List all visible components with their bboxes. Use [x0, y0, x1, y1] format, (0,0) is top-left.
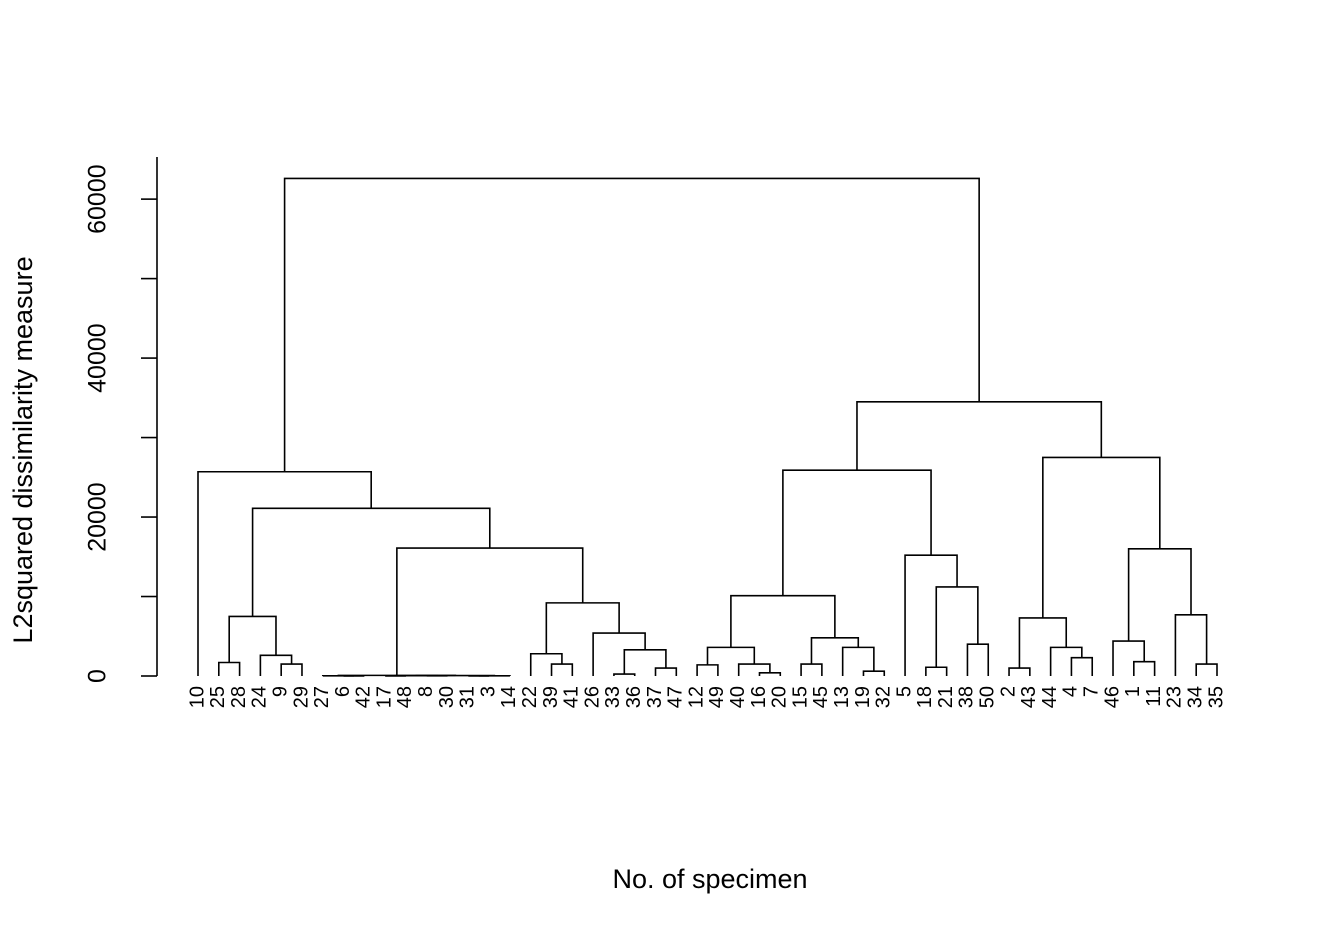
dendrogram-link: [730, 594, 836, 648]
leaf-label: 33: [602, 686, 624, 708]
dendrogram-link: [1018, 617, 1068, 669]
leaf-label: 48: [394, 686, 416, 708]
dendrogram-link: [1112, 640, 1146, 676]
dendrogram-link: [545, 602, 620, 654]
dendrogram-link: [654, 667, 678, 676]
leaf-label: 29: [290, 686, 312, 708]
leaf-label: 41: [561, 686, 583, 708]
dendrogram-link: [280, 663, 303, 676]
dendrogram-link: [283, 177, 980, 472]
leaf-label: 50: [977, 686, 999, 708]
leaf-label: 10: [186, 686, 208, 708]
dendrogram-link: [1008, 667, 1031, 676]
dendrogram-link: [623, 648, 667, 675]
dendrogram-link: [800, 663, 823, 676]
leaf-label: 47: [665, 686, 687, 708]
leaf-label: 17: [373, 686, 395, 708]
dendrogram-link: [1174, 614, 1208, 676]
dendrogram-link: [904, 554, 958, 676]
dendrogram-link: [550, 663, 574, 676]
dendrogram-link: [925, 666, 948, 676]
dendrogram-link: [862, 670, 886, 676]
leaf-label: 27: [311, 686, 333, 708]
leaf-label: 16: [748, 686, 770, 708]
leaf-label: 22: [519, 686, 541, 708]
leaf-label: 45: [810, 686, 832, 708]
leaf-label: 20: [769, 686, 791, 708]
leaf-label: 8: [415, 686, 437, 697]
dendrogram-link: [1195, 663, 1218, 676]
dendrogram-link: [782, 469, 932, 596]
leaf-label: 38: [956, 686, 978, 708]
leaf-label: 9: [269, 686, 291, 697]
dendrogram-link: [1049, 646, 1083, 676]
dendrogram-link: [1070, 656, 1094, 676]
y-tick-label: 60000: [84, 164, 112, 234]
leaf-label: 4: [1060, 686, 1082, 697]
dendrogram-link: [810, 637, 860, 665]
leaf-label: 2: [997, 686, 1019, 697]
leaf-label: 26: [581, 686, 603, 708]
leaf-label: 35: [1205, 686, 1227, 708]
dendrogram-link: [706, 646, 756, 665]
dendrogram-link: [696, 664, 719, 676]
dendrogram-link: [592, 632, 646, 676]
leaf-label: 40: [727, 686, 749, 708]
leaf-label: 24: [249, 686, 271, 708]
leaf-label: 12: [685, 686, 707, 708]
leaf-label: 37: [644, 686, 666, 708]
dendrogram-link: [529, 652, 563, 676]
y-tick-label: 40000: [84, 323, 112, 393]
leaf-label: 36: [623, 686, 645, 708]
leaf-label: 49: [706, 686, 728, 708]
leaf-label: 11: [1143, 686, 1165, 707]
dendrogram-link: [251, 507, 491, 617]
leaf-label: 13: [831, 686, 853, 708]
y-axis-title: L2squared dissimilarity measure: [8, 256, 38, 643]
leaf-label: 21: [935, 686, 957, 708]
dendrogram-link: [966, 643, 990, 676]
leaf-label: 34: [1184, 686, 1206, 708]
dendrogram-link: [396, 547, 584, 676]
leaf-label: 31: [457, 686, 479, 708]
y-tick-label: 0: [84, 669, 112, 683]
dendrogram-link: [217, 661, 241, 676]
x-axis-title: No. of specimen: [612, 864, 807, 894]
leaf-label: 15: [789, 686, 811, 708]
leaf-label: 3: [477, 686, 499, 697]
leaf-label: 28: [228, 686, 250, 708]
dendrogram-link: [856, 400, 1103, 471]
dendrogram-link: [228, 615, 277, 663]
leaf-label: 7: [1081, 686, 1103, 697]
dendrogram-link: [935, 586, 979, 668]
dendrogram-link: [1127, 548, 1192, 642]
leaf-label: 39: [540, 686, 562, 708]
leaf-label: 46: [1101, 686, 1123, 708]
dendrogram-link: [1042, 456, 1161, 618]
leaf-label: 1: [1122, 686, 1144, 697]
leaf-label: 5: [893, 686, 915, 697]
dendrogram-link: [758, 672, 782, 676]
dendrogram-link: [197, 470, 372, 676]
y-tick-label: 20000: [84, 482, 112, 552]
leaf-label: 32: [873, 686, 895, 708]
leaf-label: 23: [1164, 686, 1186, 708]
leaf-label: 42: [353, 686, 375, 708]
dendrogram-link: [259, 654, 293, 676]
dendrogram-link: [613, 673, 636, 676]
leaf-label: 44: [1039, 686, 1061, 708]
dendrogram-link: [1133, 660, 1156, 676]
leaf-label: 30: [436, 686, 458, 708]
leaf-label: 25: [207, 686, 229, 708]
leaf-label: 19: [852, 686, 874, 708]
leaf-label: 43: [1018, 686, 1040, 708]
dendrogram-link: [737, 663, 771, 676]
leaf-label: 6: [332, 686, 354, 697]
leaf-label: 18: [914, 686, 936, 708]
leaf-label: 14: [498, 686, 520, 708]
